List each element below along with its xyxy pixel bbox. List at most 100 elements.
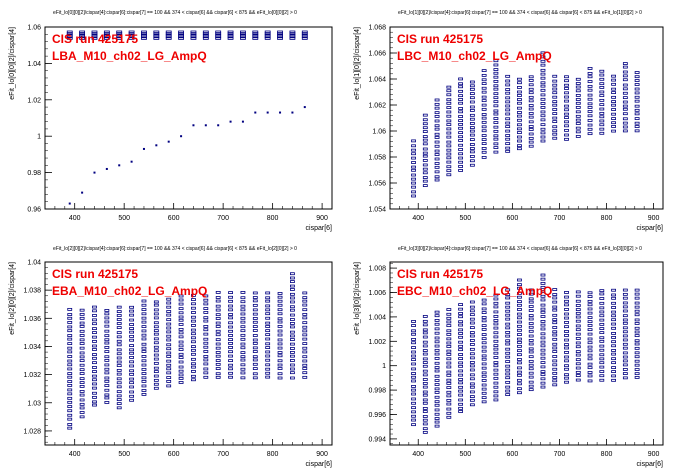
data-point [266,111,269,114]
data-point [240,308,246,312]
data-point [252,299,258,303]
data-point [517,320,522,324]
data-point [505,326,511,330]
data-point [434,157,440,161]
data-point [153,386,159,390]
data-point [528,325,534,329]
data-point [67,423,73,426]
data-point [564,330,569,333]
data-point [129,330,134,334]
data-point [66,32,73,35]
data-point [458,369,464,373]
data-point [166,334,172,338]
plot-frame [44,26,333,210]
data-point [277,308,283,312]
data-point [622,74,628,78]
data-point [252,367,258,370]
data-point [203,358,209,362]
data-point [575,94,581,97]
data-point [493,92,499,96]
data-point [540,344,546,348]
data-point [422,390,428,394]
data-point [505,146,511,150]
data-point [178,323,184,326]
data-point [434,165,440,169]
data-point [92,403,97,407]
data-point [203,328,209,332]
data-point [79,406,85,410]
data-point [202,35,209,39]
y-tick-label: 1.068 [368,25,386,32]
data-point [552,308,558,312]
data-point [228,342,233,345]
data-point [599,73,605,77]
data-point [203,325,209,328]
data-point [67,409,73,413]
data-point [575,114,581,118]
data-point [493,335,499,339]
data-point [552,367,558,371]
data-point [141,308,147,311]
data-point [422,357,428,361]
data-point [611,306,616,309]
data-point [540,294,546,298]
data-point [622,346,628,350]
data-point [481,138,487,141]
data-point [79,329,85,333]
data-point [599,318,605,322]
data-point [411,372,416,375]
data-point [575,353,581,357]
data-point [493,315,499,318]
data-point [481,324,487,328]
data-point [215,308,221,312]
data-point [277,295,283,299]
data-point [611,293,616,297]
data-point [265,367,271,371]
data-point [611,87,616,91]
data-point [575,290,581,294]
data-point [505,134,511,137]
data-point [446,123,452,127]
data-point [481,379,487,382]
data-point [434,420,440,424]
data-point [564,95,569,99]
data-point [252,32,259,35]
data-point [178,381,184,384]
data-point [493,331,499,335]
data-point [79,359,85,363]
data-point [67,380,73,383]
data-point [540,131,546,135]
data-point [517,324,522,328]
data-point [302,316,308,320]
data-point [79,393,85,397]
data-point [165,36,172,40]
data-point [611,78,616,82]
data-point [564,351,569,354]
x-axis-label: cispar[6] [637,225,664,232]
data-point [517,278,522,282]
data-point [481,337,487,341]
data-point [552,100,558,104]
data-point [575,341,581,345]
data-point [458,357,464,360]
data-point [104,393,110,397]
data-point [116,356,122,360]
data-point [290,376,295,380]
data-point [203,362,209,366]
data-point [517,308,522,311]
data-point [411,388,416,392]
data-point [116,343,122,347]
data-point [587,119,593,122]
data-point [481,78,487,82]
data-point [92,361,97,365]
data-point [422,159,428,162]
data-point [622,334,628,338]
data-point [141,363,147,367]
data-point [129,385,134,389]
data-point [92,386,97,390]
data-point [634,318,640,322]
data-point [505,296,511,300]
data-point [166,384,172,388]
data-point [493,134,499,138]
data-point [422,430,428,434]
